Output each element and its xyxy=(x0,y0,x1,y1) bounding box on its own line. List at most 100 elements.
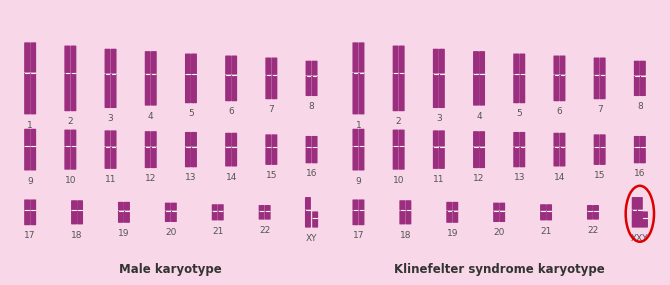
FancyBboxPatch shape xyxy=(473,147,479,168)
FancyBboxPatch shape xyxy=(265,205,271,211)
FancyBboxPatch shape xyxy=(191,132,197,147)
FancyBboxPatch shape xyxy=(439,130,445,146)
FancyBboxPatch shape xyxy=(632,210,638,228)
Text: 4: 4 xyxy=(476,112,482,121)
Text: 1: 1 xyxy=(356,121,361,130)
FancyBboxPatch shape xyxy=(640,148,646,163)
FancyBboxPatch shape xyxy=(513,147,519,167)
FancyBboxPatch shape xyxy=(124,202,130,211)
FancyBboxPatch shape xyxy=(473,74,479,106)
FancyBboxPatch shape xyxy=(111,130,117,146)
Text: 18: 18 xyxy=(399,231,411,240)
Text: 3: 3 xyxy=(436,114,442,123)
FancyBboxPatch shape xyxy=(399,73,405,111)
Text: 22: 22 xyxy=(259,226,270,235)
FancyBboxPatch shape xyxy=(305,197,311,210)
FancyBboxPatch shape xyxy=(231,56,237,75)
Text: 6: 6 xyxy=(228,107,234,116)
FancyBboxPatch shape xyxy=(312,218,318,228)
FancyBboxPatch shape xyxy=(231,147,237,166)
Text: 8: 8 xyxy=(309,102,314,111)
FancyBboxPatch shape xyxy=(358,42,364,72)
FancyBboxPatch shape xyxy=(640,61,646,76)
FancyBboxPatch shape xyxy=(265,134,271,147)
Text: 10: 10 xyxy=(64,176,76,185)
FancyBboxPatch shape xyxy=(519,75,525,103)
FancyBboxPatch shape xyxy=(358,129,364,146)
FancyBboxPatch shape xyxy=(191,54,197,74)
FancyBboxPatch shape xyxy=(145,147,151,168)
FancyBboxPatch shape xyxy=(553,75,559,101)
FancyBboxPatch shape xyxy=(312,136,318,147)
FancyBboxPatch shape xyxy=(399,46,405,73)
Text: 11: 11 xyxy=(433,175,445,184)
FancyBboxPatch shape xyxy=(352,210,358,225)
FancyBboxPatch shape xyxy=(305,210,311,228)
FancyBboxPatch shape xyxy=(546,204,552,211)
Text: 13: 13 xyxy=(185,174,197,182)
FancyBboxPatch shape xyxy=(306,76,312,96)
FancyBboxPatch shape xyxy=(499,211,505,222)
FancyBboxPatch shape xyxy=(191,75,197,103)
FancyBboxPatch shape xyxy=(306,61,312,76)
FancyBboxPatch shape xyxy=(111,49,117,74)
FancyBboxPatch shape xyxy=(30,129,36,146)
Text: 13: 13 xyxy=(513,174,525,182)
FancyBboxPatch shape xyxy=(271,147,277,165)
FancyBboxPatch shape xyxy=(600,147,606,165)
FancyBboxPatch shape xyxy=(493,203,499,211)
FancyBboxPatch shape xyxy=(634,148,640,163)
Text: 9: 9 xyxy=(356,177,361,186)
FancyBboxPatch shape xyxy=(77,200,83,210)
Text: 19: 19 xyxy=(118,229,130,238)
FancyBboxPatch shape xyxy=(218,204,224,211)
FancyBboxPatch shape xyxy=(446,211,452,223)
FancyBboxPatch shape xyxy=(30,200,36,210)
FancyBboxPatch shape xyxy=(118,211,124,223)
FancyBboxPatch shape xyxy=(70,46,76,73)
FancyBboxPatch shape xyxy=(634,136,640,147)
FancyBboxPatch shape xyxy=(30,42,36,72)
FancyBboxPatch shape xyxy=(600,58,606,75)
FancyBboxPatch shape xyxy=(105,74,111,108)
FancyBboxPatch shape xyxy=(634,76,640,96)
FancyBboxPatch shape xyxy=(165,203,171,211)
FancyBboxPatch shape xyxy=(71,211,77,224)
FancyBboxPatch shape xyxy=(145,131,151,146)
FancyBboxPatch shape xyxy=(231,75,237,101)
Text: 12: 12 xyxy=(145,174,156,183)
FancyBboxPatch shape xyxy=(225,133,231,147)
FancyBboxPatch shape xyxy=(479,51,485,74)
FancyBboxPatch shape xyxy=(191,147,197,167)
Text: 9: 9 xyxy=(27,177,33,186)
FancyBboxPatch shape xyxy=(399,211,405,224)
FancyBboxPatch shape xyxy=(399,130,405,146)
FancyBboxPatch shape xyxy=(405,200,411,210)
FancyBboxPatch shape xyxy=(439,49,445,74)
FancyBboxPatch shape xyxy=(519,54,525,74)
FancyBboxPatch shape xyxy=(185,54,191,74)
FancyBboxPatch shape xyxy=(265,58,271,75)
FancyBboxPatch shape xyxy=(632,197,638,210)
FancyBboxPatch shape xyxy=(185,147,191,167)
FancyBboxPatch shape xyxy=(105,147,111,169)
FancyBboxPatch shape xyxy=(399,146,405,170)
Text: 1: 1 xyxy=(27,121,33,130)
Text: XXY: XXY xyxy=(631,234,649,243)
FancyBboxPatch shape xyxy=(259,205,265,211)
Text: 19: 19 xyxy=(446,229,458,238)
FancyBboxPatch shape xyxy=(30,146,36,170)
Text: 6: 6 xyxy=(557,107,562,116)
FancyBboxPatch shape xyxy=(271,134,277,147)
FancyBboxPatch shape xyxy=(352,200,358,210)
Text: 11: 11 xyxy=(105,175,117,184)
FancyBboxPatch shape xyxy=(473,51,479,74)
FancyBboxPatch shape xyxy=(559,133,565,147)
Text: XY: XY xyxy=(306,234,318,243)
Text: 21: 21 xyxy=(541,227,551,236)
FancyBboxPatch shape xyxy=(124,211,130,223)
Text: Male karyotype: Male karyotype xyxy=(119,263,222,276)
Text: 20: 20 xyxy=(165,228,176,237)
FancyBboxPatch shape xyxy=(225,56,231,75)
FancyBboxPatch shape xyxy=(433,74,439,108)
